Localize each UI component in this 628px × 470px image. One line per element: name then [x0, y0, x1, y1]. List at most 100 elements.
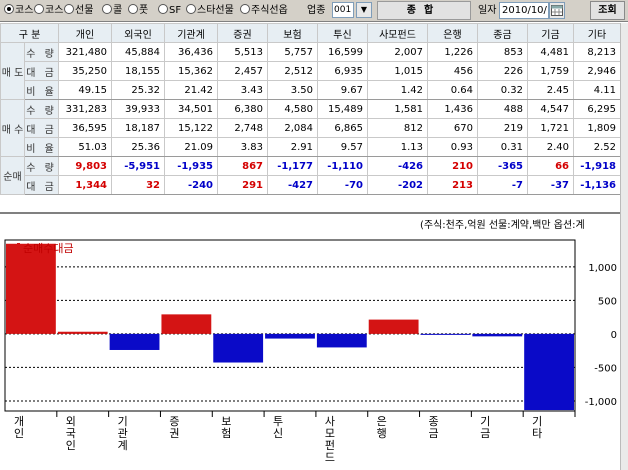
radio-dot-icon[interactable]: [128, 4, 138, 14]
table-cell: -1,918: [573, 156, 621, 176]
column-header: 기타: [573, 23, 621, 43]
bar-은행: [368, 319, 419, 334]
radio-dot-icon[interactable]: [240, 4, 250, 14]
table-cell: 0.64: [427, 80, 478, 100]
table-cell: -70: [317, 175, 368, 195]
market-radio-1[interactable]: 코스닥: [34, 3, 64, 18]
table-cell: -7: [477, 175, 528, 195]
column-header: 개인: [58, 23, 112, 43]
bar-종금: [420, 333, 471, 335]
sector-code-input[interactable]: 001: [332, 2, 354, 18]
market-radio-2[interactable]: 선물: [64, 3, 102, 18]
table-cell: 812: [367, 118, 428, 138]
market-radio-7[interactable]: 주식선옵: [240, 3, 302, 18]
table-cell: 6,295: [573, 99, 621, 119]
table-cell: -426: [367, 156, 428, 176]
query-button[interactable]: 조회: [590, 1, 625, 20]
table-row: 순매 수 량 9,803 -5,951 -1,935 867 -1,177 -1,110 -42…: [0, 156, 621, 195]
table-cell: 16,599: [317, 42, 368, 62]
table-cell: 6,865: [317, 118, 368, 138]
radio-label: 코스닥: [45, 5, 64, 16]
table-row: 대 금 35,250 18,155 15,362 2,457 2,512 6,935 1,01…: [1, 61, 621, 81]
table-cell: 0.93: [427, 137, 478, 157]
table-cell: 49.15: [58, 80, 112, 100]
table-cell: 15,489: [317, 99, 368, 119]
table-cell: 4,481: [527, 42, 574, 62]
table-cell: -1,177: [267, 156, 318, 176]
legend-swatch: [17, 243, 20, 253]
radio-label: SF: [169, 5, 182, 16]
table-cell: 0.32: [477, 80, 528, 100]
table-cell: 2,748: [217, 118, 268, 138]
column-header: 투신: [317, 23, 368, 43]
table-cell: 6,380: [217, 99, 268, 119]
table-cell: 9,803: [58, 156, 112, 176]
market-radio-5[interactable]: SF: [158, 3, 186, 18]
group-label: 매 도: [0, 42, 25, 100]
table-cell: 36,595: [58, 118, 112, 138]
radio-dot-icon[interactable]: [4, 4, 14, 14]
table-cell: 1.13: [367, 137, 428, 157]
table-cell: 51.03: [58, 137, 112, 157]
y-tick-label: 500: [598, 296, 617, 307]
sector-type-button[interactable]: 종합: [377, 1, 471, 20]
radio-dot-icon[interactable]: [186, 4, 196, 14]
row-label: 수 량: [24, 156, 59, 176]
market-radio-3[interactable]: 콜: [102, 3, 128, 18]
table-cell: -5,951: [111, 156, 165, 176]
table-cell: 0.31: [477, 137, 528, 157]
table-cell: 8,213: [573, 42, 621, 62]
table-cell: 2.40: [527, 137, 574, 157]
row-label: 수 량: [24, 99, 59, 119]
bar-개인: [6, 243, 56, 334]
table-cell: 18,187: [111, 118, 165, 138]
table-cell: 35,250: [58, 61, 112, 81]
table-cell: 5,757: [267, 42, 318, 62]
table-cell: 34,501: [164, 99, 218, 119]
table-cell: 4.11: [573, 80, 621, 100]
market-radio-0[interactable]: 코스피: [4, 3, 34, 18]
table-cell: 2.91: [267, 137, 318, 157]
radio-dot-icon[interactable]: [158, 4, 168, 14]
table-cell: 21.42: [164, 80, 218, 100]
column-header: 사모펀드: [367, 23, 428, 43]
table-header-row: 구 분 개인 외국인 기관계 증권 보험 투신 사모펀드 은행 종금 기금 기타: [0, 23, 621, 43]
table-row: 대 금 1,344 32 -240 291 -427 -70 -202 213 -7 -37 -1,1…: [1, 175, 621, 195]
table-cell: 1,581: [367, 99, 428, 119]
table-cell: 6,935: [317, 61, 368, 81]
radio-dot-icon[interactable]: [64, 4, 74, 14]
table-cell: 9.67: [317, 80, 368, 100]
table-cell: 2.52: [573, 137, 621, 157]
bar-기금: [472, 333, 523, 337]
vertical-scrollbar[interactable]: [620, 23, 628, 470]
column-header: 보험: [267, 23, 318, 43]
table-cell: 21.09: [164, 137, 218, 157]
column-header: 외국인: [111, 23, 165, 43]
radio-dot-icon[interactable]: [34, 4, 44, 14]
table-cell: 4,580: [267, 99, 318, 119]
plot-frame: [4, 239, 576, 412]
y-tick-label: 1,000: [588, 263, 617, 274]
group-label: 매 수: [0, 99, 25, 157]
market-radio-4[interactable]: 풋: [128, 3, 158, 18]
table-cell: 331,283: [58, 99, 112, 119]
table-cell: 2,457: [217, 61, 268, 81]
sector-dropdown-button[interactable]: ▼: [356, 2, 372, 18]
table-cell: -1,110: [317, 156, 368, 176]
table-cell: 1,436: [427, 99, 478, 119]
column-header: 기금: [527, 23, 574, 43]
market-radio-6[interactable]: 스타선물: [186, 3, 240, 18]
table-cell: 1,721: [527, 118, 574, 138]
date-input[interactable]: 2010/10/: [499, 2, 549, 19]
table-cell: 488: [477, 99, 528, 119]
table-cell: 1,015: [367, 61, 428, 81]
radio-dot-icon[interactable]: [102, 4, 112, 14]
table-cell: 36,436: [164, 42, 218, 62]
calendar-button[interactable]: [549, 2, 565, 19]
